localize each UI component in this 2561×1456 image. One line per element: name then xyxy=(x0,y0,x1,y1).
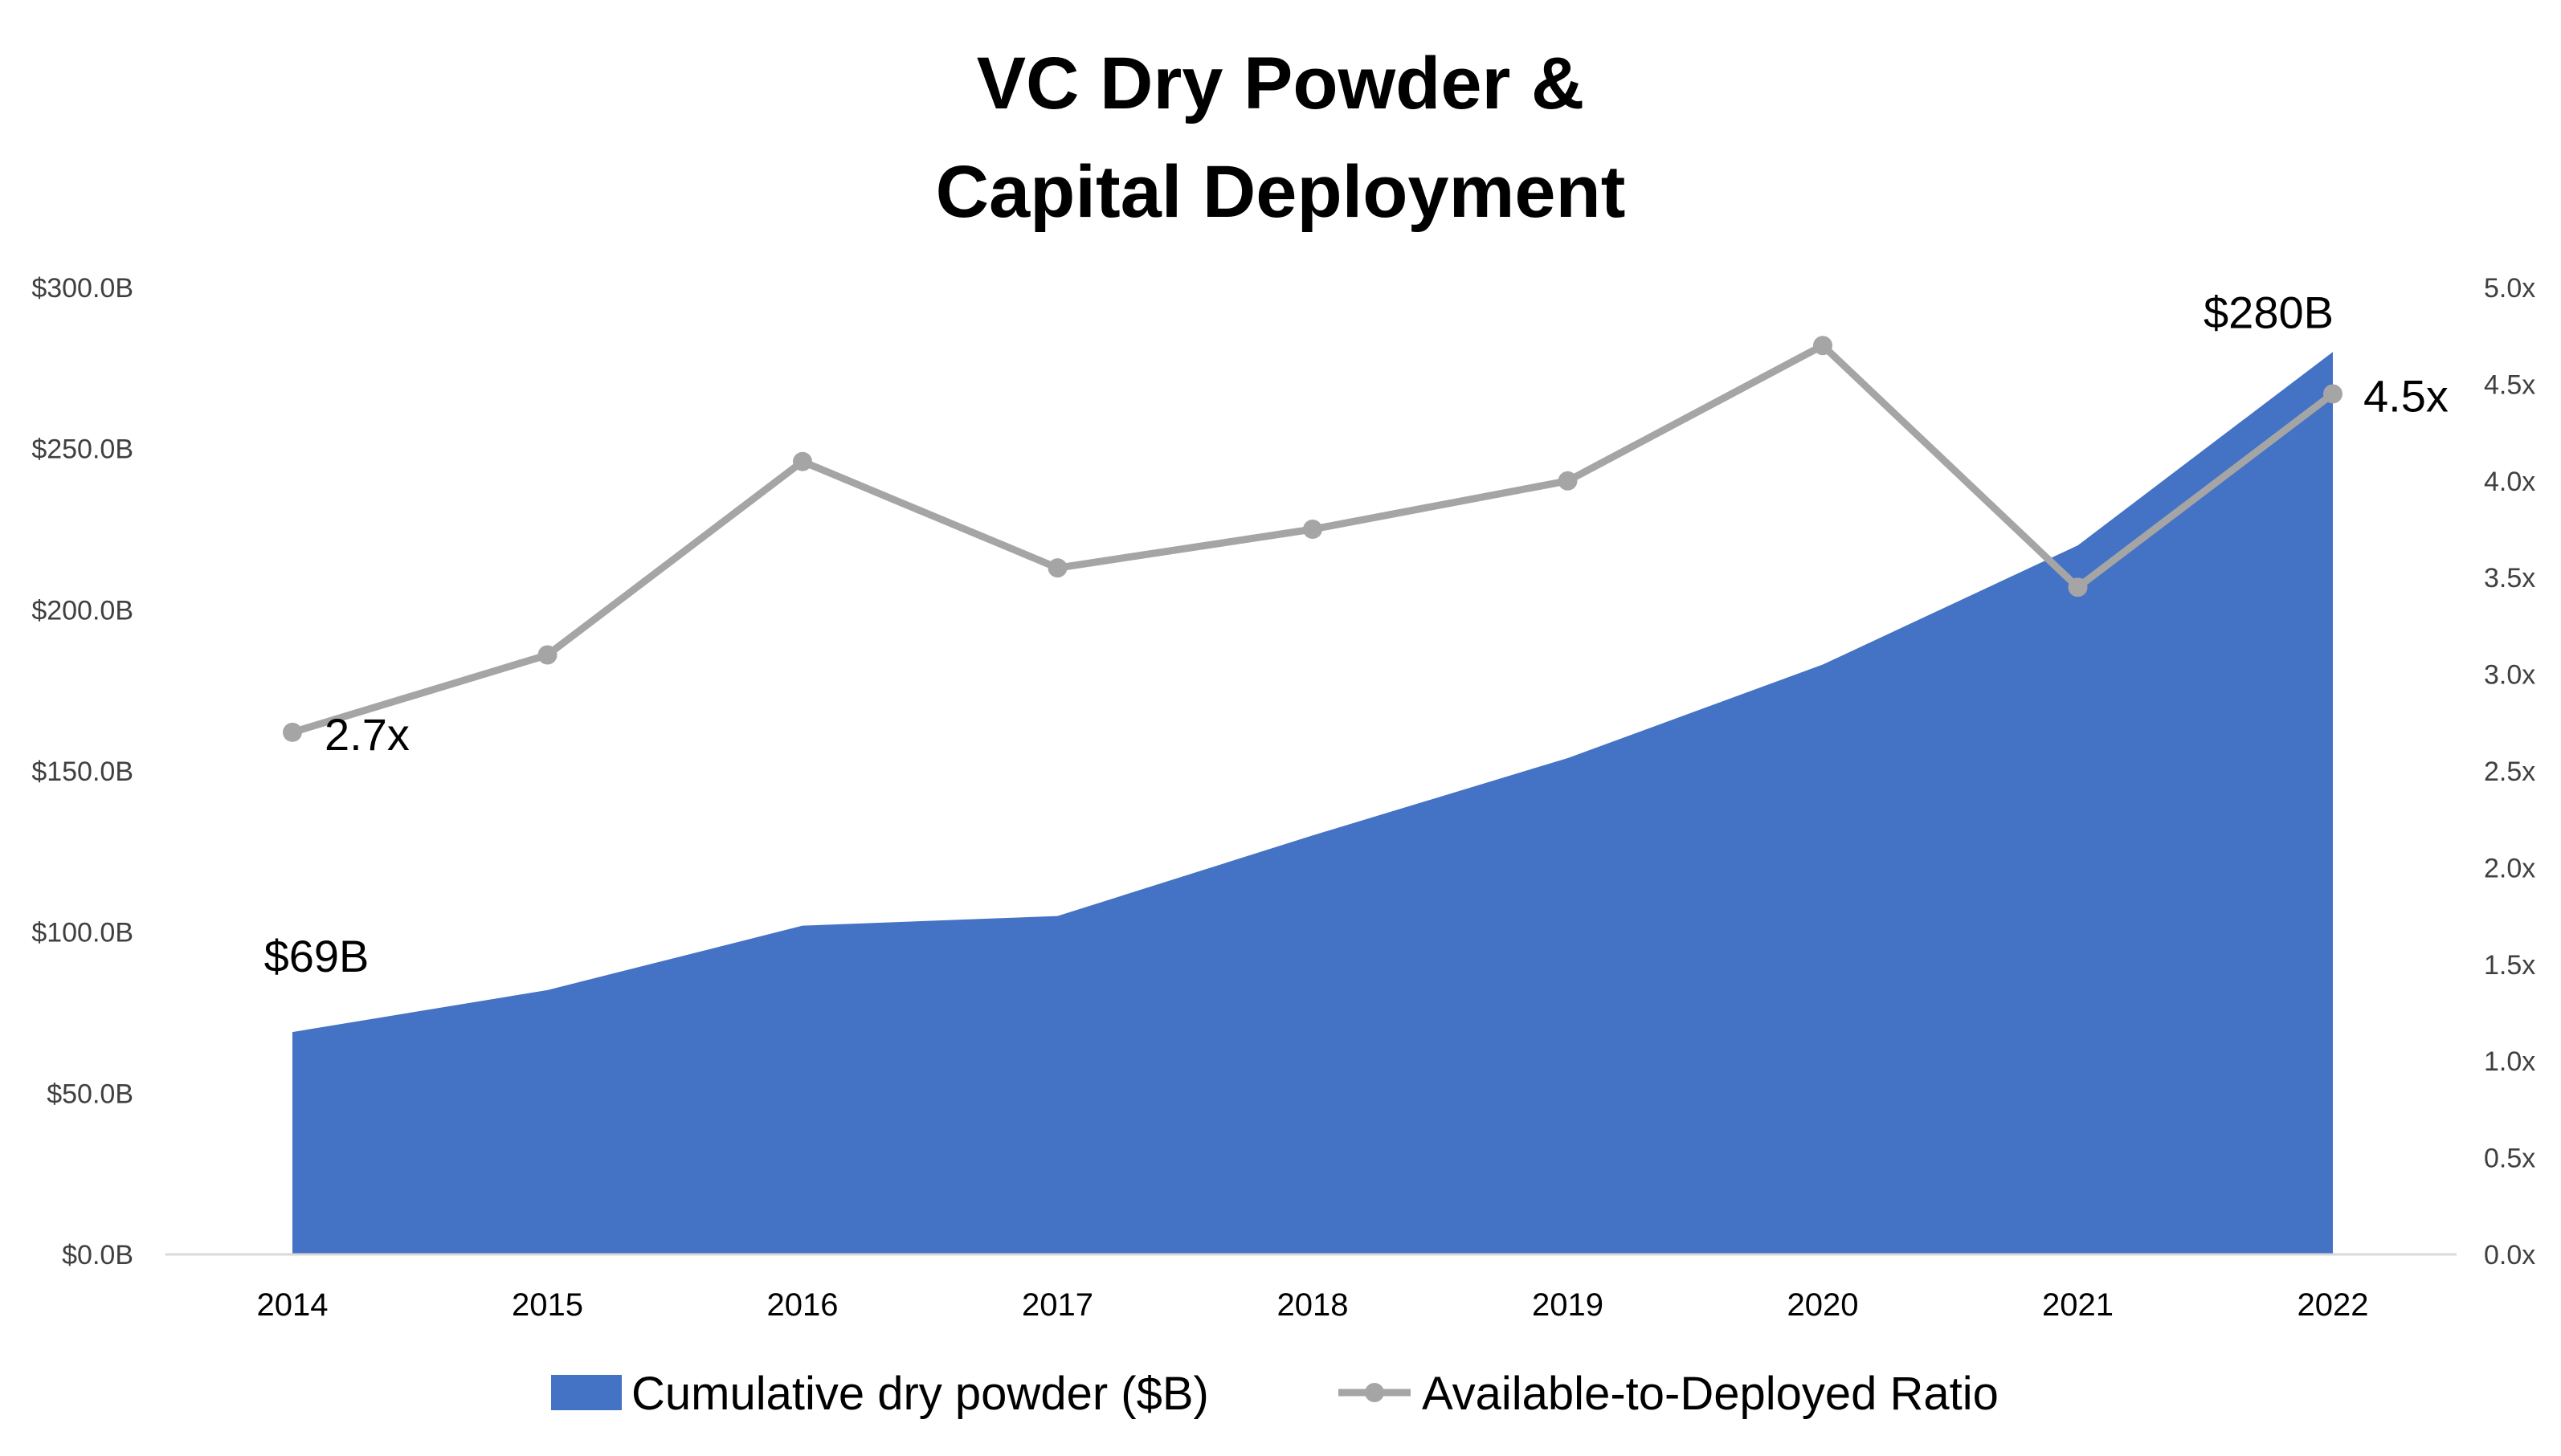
chart-title-line-2: Capital Deployment xyxy=(936,151,1626,233)
data-label: $280B xyxy=(2204,287,2334,337)
right-axis-tick-label: 0.0x xyxy=(2484,1240,2535,1270)
legend-label-dry-powder: Cumulative dry powder ($B) xyxy=(631,1368,1209,1420)
right-axis-tick-label: 2.5x xyxy=(2484,757,2535,787)
right-axis-tick-label: 3.5x xyxy=(2484,563,2535,593)
right-axis-tick-label: 4.5x xyxy=(2484,369,2535,400)
ratio-point-2022 xyxy=(2323,384,2342,404)
ratio-point-2017 xyxy=(1048,558,1068,578)
x-axis-tick-label: 2015 xyxy=(512,1287,583,1323)
ratio-point-2015 xyxy=(537,645,558,665)
x-axis-tick-label: 2021 xyxy=(2042,1287,2114,1323)
chart-legend: Cumulative dry powder ($B) Available-to-D… xyxy=(551,1368,1999,1420)
right-axis-tick-label: 2.0x xyxy=(2484,853,2535,883)
x-axis-tick-label: 2020 xyxy=(1787,1287,1859,1323)
ratio-point-2016 xyxy=(793,451,812,471)
x-axis-tick-label: 2016 xyxy=(767,1287,839,1323)
ratio-point-2014 xyxy=(283,722,302,742)
right-axis-tick-label: 1.0x xyxy=(2484,1046,2535,1077)
data-annotations: $69B $280B 2.7x 4.5x xyxy=(264,287,2449,981)
legend-swatch-area xyxy=(551,1375,622,1410)
right-axis-tick-label: 4.0x xyxy=(2484,467,2535,497)
right-axis-tick-label: 5.0x xyxy=(2484,273,2535,304)
chart-axes: $0.0B $50.0B $100.0B $150.0B $200.0B $250.0B $… xyxy=(31,273,2535,1323)
ratio-point-2019 xyxy=(1558,471,1578,491)
right-axis-tick-label: 3.0x xyxy=(2484,660,2535,691)
ratio-point-2020 xyxy=(1813,336,1832,356)
area-fill-dry-powder xyxy=(292,352,2333,1255)
left-axis-tick-label: $0.0B xyxy=(62,1240,133,1270)
x-axis-tick-label: 2017 xyxy=(1022,1287,1093,1323)
data-label: 4.5x xyxy=(2363,370,2449,421)
x-axis-tick-label: 2022 xyxy=(2298,1287,2369,1323)
line-series xyxy=(283,336,2342,742)
data-label: $69B xyxy=(264,931,370,981)
chart-title: VC Dry Powder & Capital Deployment xyxy=(936,43,1626,233)
right-axis-tick-label: 0.5x xyxy=(2484,1144,2535,1174)
left-axis-tick-label: $200.0B xyxy=(31,595,133,626)
ratio-point-2021 xyxy=(2068,577,2088,597)
left-axis-tick-label: $150.0B xyxy=(31,757,133,787)
legend-label-ratio: Available-to-Deployed Ratio xyxy=(1422,1368,1999,1420)
right-axis-tick-label: 1.5x xyxy=(2484,950,2535,981)
left-axis-tick-label: $50.0B xyxy=(47,1079,133,1109)
x-axis-tick-label: 2014 xyxy=(257,1287,329,1323)
left-axis-tick-label: $100.0B xyxy=(31,918,133,948)
legend-swatch-marker xyxy=(1365,1383,1384,1402)
x-axis-tick-label: 2019 xyxy=(1532,1287,1603,1323)
chart-title-line-1: VC Dry Powder & xyxy=(977,43,1585,124)
data-label: 2.7x xyxy=(325,709,410,760)
ratio-point-2018 xyxy=(1303,520,1322,539)
left-axis-tick-label: $300.0B xyxy=(31,273,133,304)
area-series xyxy=(292,352,2333,1255)
x-axis-tick-label: 2018 xyxy=(1277,1287,1349,1323)
left-axis-tick-label: $250.0B xyxy=(31,434,133,465)
